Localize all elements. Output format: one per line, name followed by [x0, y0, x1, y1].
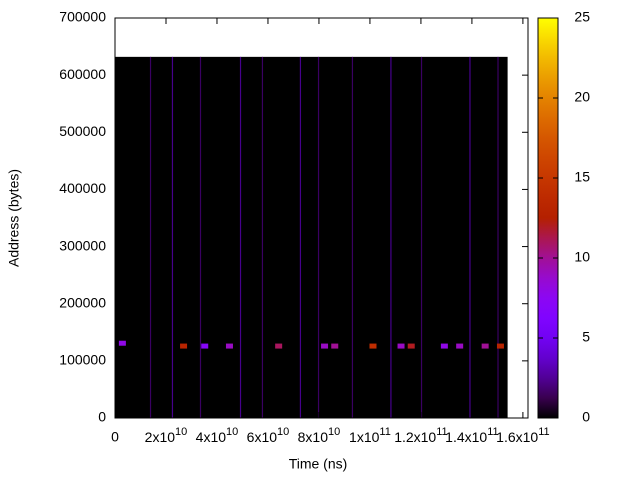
- heatmap-streak: [149, 56, 152, 418]
- x-tick-exponent: 11: [436, 426, 447, 438]
- x-tick-mantissa: 8x10: [298, 429, 329, 445]
- y-tick-label: 400000: [59, 180, 106, 196]
- colorbar: [537, 17, 559, 419]
- x-tick-label: 1.2x1011: [394, 426, 447, 445]
- x-tick-label: 4x1010: [196, 426, 239, 445]
- y-tick-label: 500000: [59, 123, 106, 139]
- x-tick-label: 0: [111, 429, 119, 445]
- x-tick-label: 6x1010: [247, 426, 290, 445]
- heatmap-streak: [199, 56, 202, 418]
- x-tick-label: 1x1011: [349, 426, 391, 445]
- colorbar-tick-label: 20: [574, 89, 590, 105]
- colorbar-tick-label: 25: [574, 9, 590, 25]
- heatmap-streak: [420, 56, 423, 418]
- heatmap-streak: [317, 56, 320, 418]
- x-tick-exponent: 11: [538, 426, 549, 438]
- y-tick-label: 700000: [59, 9, 106, 25]
- colorbar-tick-label: 5: [582, 329, 590, 345]
- x-tick-exponent: 10: [328, 426, 340, 438]
- x-tick-label: 2x1010: [145, 426, 188, 445]
- x-tick-mantissa: 1.2x10: [394, 429, 436, 445]
- heatmap-cell: [369, 343, 377, 349]
- x-tick-exponent: 11: [487, 426, 498, 438]
- heatmap-cell: [321, 343, 329, 349]
- x-tick-exponent: 10: [277, 426, 289, 438]
- x-tick-mantissa: 1.6x10: [496, 429, 538, 445]
- y-tick-label: 0: [98, 409, 106, 425]
- heatmap-streak: [299, 56, 302, 418]
- y-tick-label: 200000: [59, 294, 106, 310]
- plot-frame: [114, 17, 529, 419]
- heatmap-cell: [201, 343, 209, 349]
- x-tick-mantissa: 4x10: [196, 429, 227, 445]
- x-tick-mantissa: 2x10: [145, 429, 176, 445]
- heatmap-cell: [225, 343, 233, 349]
- heatmap-cell: [275, 343, 283, 349]
- colorbar-tick-label: 10: [574, 249, 590, 265]
- y-tick-label: 300000: [59, 237, 106, 253]
- x-tick-mantissa: 6x10: [247, 429, 278, 445]
- heatmap-cell: [481, 343, 489, 349]
- heatmap-cell: [456, 343, 464, 349]
- heatmap-streak: [497, 56, 499, 418]
- x-tick-label: 1.4x1011: [445, 426, 498, 445]
- x-tick-mantissa: 1x10: [349, 429, 380, 445]
- y-tick-label: 100000: [59, 352, 106, 368]
- heatmap-streak: [171, 56, 174, 418]
- heatmap-cell: [331, 343, 339, 349]
- x-tick-label: 1.6x1011: [496, 426, 549, 445]
- colorbar-tick-label: 0: [582, 409, 590, 425]
- heatmap-streak: [261, 56, 264, 418]
- heatmap-background: [115, 56, 508, 418]
- colorbar-tick-label: 15: [574, 169, 590, 185]
- heatmap-cell: [118, 340, 126, 346]
- y-axis-label: Address (bytes): [6, 169, 22, 267]
- heatmap-cell: [496, 343, 504, 349]
- y-tick-label: 600000: [59, 66, 106, 82]
- x-tick-exponent: 10: [175, 426, 187, 438]
- heatmap-streak: [469, 56, 471, 418]
- heatmap-cell: [180, 343, 188, 349]
- heatmap-cell: [440, 343, 448, 349]
- heatmap-cell: [407, 343, 415, 349]
- x-tick-exponent: 10: [226, 426, 238, 438]
- x-axis-label: Time (ns): [289, 456, 348, 472]
- heatmap-cell: [397, 343, 405, 349]
- heatmap-streak: [351, 56, 354, 418]
- x-tick-mantissa: 1.4x10: [445, 429, 487, 445]
- x-tick-exponent: 11: [379, 426, 390, 438]
- x-tick-label: 8x1010: [298, 426, 341, 445]
- heatmap-streak: [390, 56, 392, 418]
- heatmap-streak: [239, 56, 242, 418]
